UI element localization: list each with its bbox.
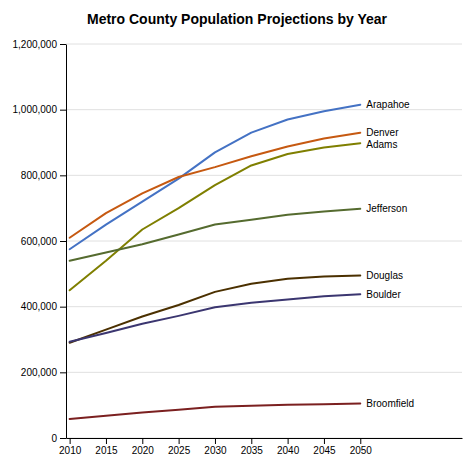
- x-tick: 2025: [168, 438, 191, 456]
- series-line: [70, 209, 361, 261]
- y-tick-mark: [60, 110, 66, 111]
- grid: [66, 44, 462, 438]
- series-labels: Arapahoe DenverAdams Jefferson Douglas Bould…: [366, 99, 414, 409]
- y-tick-label: 800,000: [21, 170, 58, 181]
- x-tick-mark: [179, 438, 180, 444]
- title: Metro County Population Projections by Y…: [87, 11, 388, 27]
- x-tick: 2050: [350, 438, 373, 456]
- y-tick-mark: [60, 438, 66, 439]
- x-tick: 2030: [204, 438, 227, 456]
- x-tick-mark: [360, 438, 361, 444]
- grid-line: [66, 44, 462, 45]
- x-tick-label: 2020: [132, 445, 155, 456]
- y-tick-label: 1,000,000: [13, 104, 58, 115]
- series-label: Arapahoe: [366, 99, 410, 110]
- series-line: [70, 294, 361, 342]
- x-tick-mark: [70, 438, 71, 444]
- y-tick-label: 200,000: [21, 367, 58, 378]
- y-tick-mark: [60, 175, 66, 176]
- plot: 0 200,000 400,000 600,000 800,000 1,000,000 1,…: [13, 39, 463, 456]
- x-tick: 2020: [132, 438, 155, 456]
- y-tick-mark: [60, 307, 66, 308]
- y-axis-line: [66, 45, 67, 439]
- y-axis: 0 200,000 400,000 600,000 800,000 1,000,000 1,…: [13, 39, 67, 444]
- y-tick-label: 600,000: [21, 236, 58, 247]
- series-label: Boulder: [366, 289, 401, 300]
- chart: 0 200,000 400,000 600,000 800,000 1,000,000 1,…: [0, 0, 474, 470]
- series-label: Broomfield: [366, 398, 414, 409]
- x-tick-label: 2045: [313, 445, 336, 456]
- x-tick: 2045: [313, 438, 336, 456]
- x-tick-mark: [142, 438, 143, 444]
- y-tick: 1,200,000: [13, 39, 67, 50]
- x-tick-label: 2025: [168, 445, 191, 456]
- x-tick: 2040: [277, 438, 300, 456]
- grid-line: [66, 438, 462, 439]
- x-tick-mark: [106, 438, 107, 444]
- series-label: Adams: [366, 139, 397, 150]
- series-label: Denver: [366, 127, 399, 138]
- x-tick-label: 2015: [95, 445, 118, 456]
- y-tick: 600,000: [21, 236, 66, 247]
- y-tick: 400,000: [21, 301, 66, 312]
- series-label: Jefferson: [366, 203, 407, 214]
- series-line: [70, 275, 361, 342]
- x-tick-mark: [288, 438, 289, 444]
- y-tick-label: 1,200,000: [13, 39, 58, 50]
- x-tick-label: 2010: [59, 445, 82, 456]
- grid-line: [66, 372, 462, 373]
- y-tick-mark: [60, 372, 66, 373]
- x-axis: 2010 2015 2020 2025 2030 2035 2040 2045 2050: [59, 438, 462, 456]
- x-tick: 2010: [59, 438, 82, 456]
- grid-line: [66, 241, 462, 242]
- series-label: Douglas: [366, 270, 403, 281]
- x-tick-label: 2040: [277, 445, 300, 456]
- lines: [70, 105, 361, 419]
- x-tick: 2035: [241, 438, 264, 456]
- y-tick: 0: [51, 433, 66, 444]
- y-tick-label: 400,000: [21, 301, 58, 312]
- y-tick-mark: [60, 44, 66, 45]
- x-tick-label: 2050: [350, 445, 373, 456]
- x-tick-label: 2030: [204, 445, 227, 456]
- x-tick-mark: [215, 438, 216, 444]
- series-line: [70, 105, 361, 249]
- x-tick-label: 2035: [241, 445, 264, 456]
- x-axis-line: [67, 438, 463, 439]
- x-tick: 2015: [95, 438, 118, 456]
- grid-line: [66, 175, 462, 176]
- y-tick: 200,000: [21, 367, 66, 378]
- y-tick-mark: [60, 241, 66, 242]
- grid-line: [66, 306, 462, 307]
- series-line: [70, 143, 361, 290]
- y-tick-label: 0: [51, 433, 57, 444]
- x-tick-mark: [324, 438, 325, 444]
- y-tick: 1,000,000: [13, 104, 67, 115]
- x-tick-mark: [251, 438, 252, 444]
- y-tick: 800,000: [21, 170, 66, 181]
- series-line: [70, 404, 361, 419]
